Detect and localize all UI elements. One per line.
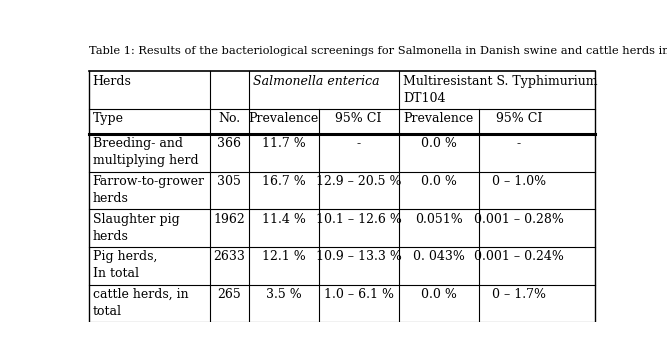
Text: Table 1: Results of the bacteriological screenings for Salmonella in Danish swin: Table 1: Results of the bacteriological … [89, 46, 667, 56]
Text: cattle herds, in
total: cattle herds, in total [93, 288, 188, 318]
Text: 3.5 %: 3.5 % [266, 288, 301, 301]
Text: 11.7 %: 11.7 % [262, 137, 305, 150]
Text: 1.0 – 6.1 %: 1.0 – 6.1 % [323, 288, 394, 301]
Text: 366: 366 [217, 137, 241, 150]
Text: 12.1 %: 12.1 % [262, 250, 305, 263]
Text: Breeding- and
multiplying herd: Breeding- and multiplying herd [93, 137, 198, 167]
Text: 305: 305 [217, 175, 241, 188]
Text: 0.001 – 0.28%: 0.001 – 0.28% [474, 212, 564, 226]
Text: Prevalence: Prevalence [404, 112, 474, 125]
Text: Type: Type [93, 112, 123, 125]
Text: 0.0 %: 0.0 % [421, 175, 457, 188]
Text: Prevalence: Prevalence [249, 112, 319, 125]
Text: Pig herds,
In total: Pig herds, In total [93, 250, 157, 280]
Text: 95% CI: 95% CI [496, 112, 542, 125]
Text: 95% CI: 95% CI [336, 112, 382, 125]
Text: 10.9 – 13.3 %: 10.9 – 13.3 % [315, 250, 402, 263]
Text: 1962: 1962 [213, 212, 245, 226]
Text: 16.7 %: 16.7 % [262, 175, 305, 188]
Text: 265: 265 [217, 288, 241, 301]
Text: Salmonella enterica: Salmonella enterica [253, 75, 380, 88]
Text: 11.4 %: 11.4 % [261, 212, 305, 226]
Text: -: - [357, 137, 361, 150]
Text: No.: No. [218, 112, 241, 125]
Text: 0.001 – 0.24%: 0.001 – 0.24% [474, 250, 564, 263]
Text: 0.0 %: 0.0 % [421, 137, 457, 150]
Text: Farrow-to-grower
herds: Farrow-to-grower herds [93, 175, 205, 205]
Text: 10.1 – 12.6 %: 10.1 – 12.6 % [315, 212, 402, 226]
Text: Herds: Herds [93, 75, 131, 88]
Text: Multiresistant S. Typhimurium
DT104: Multiresistant S. Typhimurium DT104 [403, 75, 598, 105]
Text: 0. 043%: 0. 043% [413, 250, 465, 263]
Text: 0 – 1.0%: 0 – 1.0% [492, 175, 546, 188]
Text: Slaughter pig
herds: Slaughter pig herds [93, 212, 179, 243]
Text: -: - [517, 137, 521, 150]
Text: 0.0 %: 0.0 % [421, 288, 457, 301]
Text: 2633: 2633 [213, 250, 245, 263]
Text: 0.051%: 0.051% [415, 212, 463, 226]
Text: 0 – 1.7%: 0 – 1.7% [492, 288, 546, 301]
Text: 12.9 – 20.5 %: 12.9 – 20.5 % [316, 175, 402, 188]
